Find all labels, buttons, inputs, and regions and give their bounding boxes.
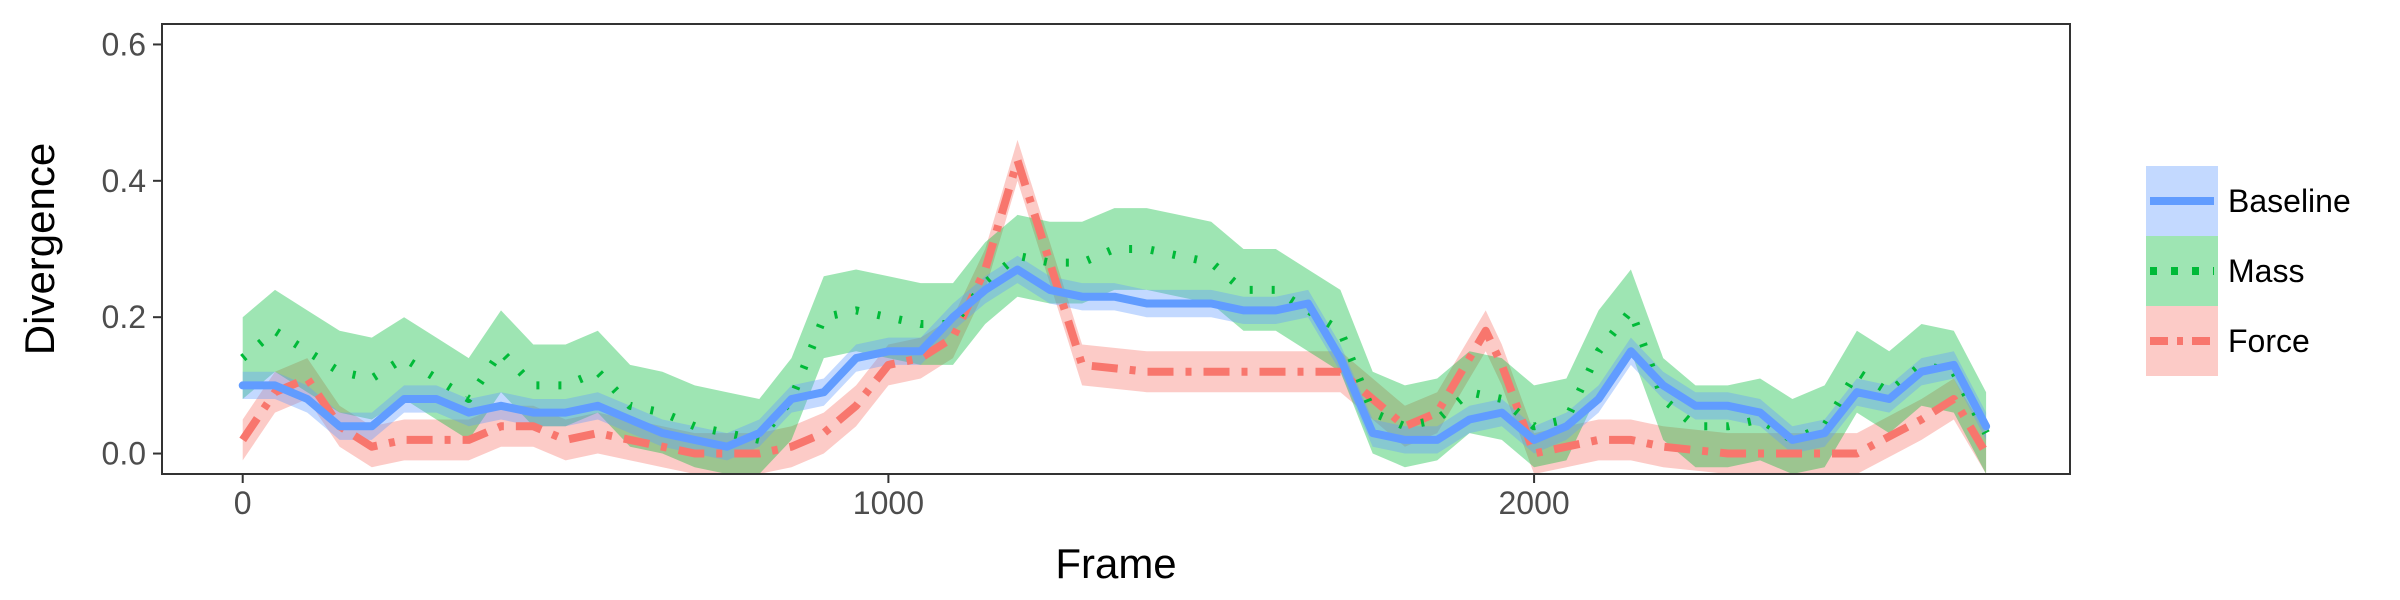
legend: Baseline Mass Force [2146,166,2351,376]
x-axis: 0 1000 2000 [234,474,1570,521]
line-baseline [238,265,1991,451]
x-axis-title: Frame [1055,540,1176,587]
y-axis-title: Divergence [16,143,63,355]
y-tick-label: 0.0 [102,436,146,472]
x-tick-label: 0 [234,485,252,521]
legend-label-force: Force [2228,323,2310,359]
y-axis: 0.0 0.2 0.4 0.6 [102,26,162,472]
legend-label-mass: Mass [2228,253,2304,289]
x-tick-label: 1000 [853,485,924,521]
plot-panel-border [161,23,2071,475]
series-lines [238,156,1991,458]
legend-label-baseline: Baseline [2228,183,2351,219]
y-tick-label: 0.6 [102,26,146,62]
band-mass [242,208,1987,474]
x-tick-label: 2000 [1498,485,1569,521]
legend-key-band-mass [2146,236,2218,306]
y-tick-label: 0.2 [102,299,146,335]
y-tick-label: 0.4 [102,163,146,199]
